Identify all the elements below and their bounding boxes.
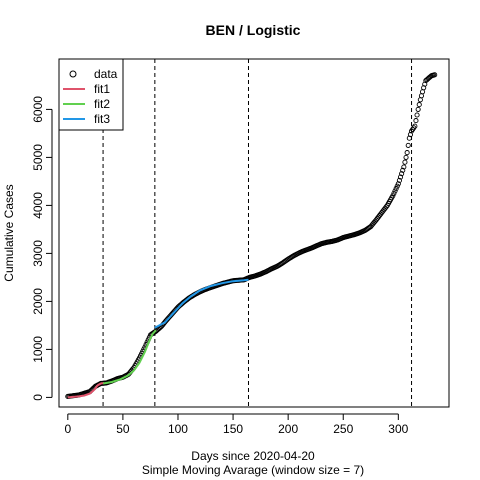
data-point [414, 112, 420, 118]
data-point [416, 102, 422, 108]
data-points [65, 72, 438, 399]
y-tick-label: 3000 [31, 240, 45, 267]
fit-lines [67, 278, 249, 399]
legend-label-fit2: fit2 [94, 97, 110, 111]
data-point [402, 159, 408, 165]
data-point [391, 190, 397, 196]
data-point [396, 177, 402, 183]
y-tick-label: 4000 [31, 192, 45, 219]
data-point [413, 118, 419, 124]
plot-frame [58, 58, 450, 408]
y-tick-label: 5000 [31, 144, 45, 171]
x-tick-label: 100 [168, 422, 188, 436]
x-tick-label: 0 [64, 422, 71, 436]
fit3-line [154, 278, 249, 329]
data-point [400, 167, 406, 173]
data-point [432, 72, 438, 78]
x-axis-sublabel: Simple Moving Avarage (window size = 7) [142, 463, 364, 477]
data-point [392, 188, 398, 194]
y-axis: 0 1000 2000 3000 4000 5000 6000 [31, 96, 53, 401]
data-point [393, 186, 399, 192]
data-point [395, 181, 401, 187]
data-point [420, 89, 426, 95]
x-tick-label: 200 [278, 422, 298, 436]
x-tick-label: 50 [116, 422, 130, 436]
y-tick-label: 0 [31, 394, 45, 401]
x-tick-label: 150 [223, 422, 243, 436]
data-point [403, 154, 409, 160]
data-point [390, 193, 396, 199]
legend-symbol-data [69, 70, 77, 78]
x-tick-label: 300 [388, 422, 408, 436]
legend-label-fit3: fit3 [94, 112, 110, 126]
data-point [399, 171, 405, 177]
data-point [401, 164, 407, 170]
legend-label-fit1: fit1 [94, 82, 110, 96]
y-tick-label: 2000 [31, 288, 45, 315]
fit1-line [67, 382, 105, 399]
x-axis-label: Days since 2020-04-20 [191, 449, 315, 463]
y-tick-label: 1000 [31, 336, 45, 363]
legend-label-data: data [94, 67, 118, 81]
data-point [397, 174, 404, 180]
data-point [394, 183, 400, 189]
x-axis: 0 50 100 150 200 250 300 [64, 413, 409, 436]
y-axis-label: Cumulative Cases [2, 184, 16, 281]
x-tick-label: 250 [333, 422, 353, 436]
fit2-line [102, 329, 157, 385]
data-point [404, 150, 410, 156]
data-point [417, 97, 423, 103]
chart-title: BEN / Logistic [206, 22, 301, 38]
data-point [418, 93, 425, 99]
y-tick-label: 6000 [31, 96, 45, 123]
data-point [412, 123, 418, 129]
data-point [405, 142, 411, 148]
data-point [415, 106, 421, 112]
